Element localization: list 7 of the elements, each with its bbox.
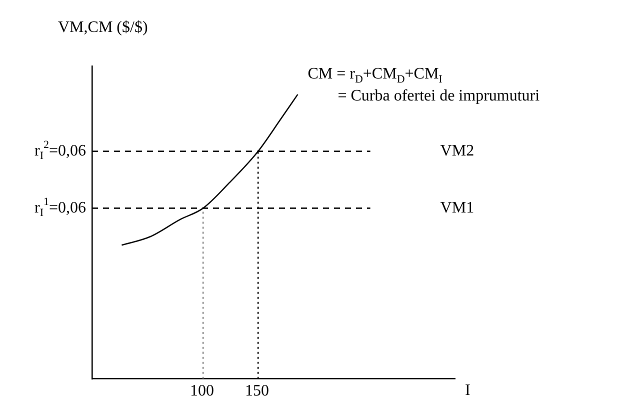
text: VM1 <box>440 199 474 216</box>
text: VM2 <box>440 142 474 160</box>
x-tick-label: 100 <box>190 382 214 400</box>
annotation: = Curba ofertei de imprumuturi <box>338 88 540 105</box>
y-axis-title: VM,CM ($/$) <box>58 19 148 36</box>
x-axis-title: I <box>465 382 470 400</box>
x-tick-label: 150 <box>245 382 269 400</box>
